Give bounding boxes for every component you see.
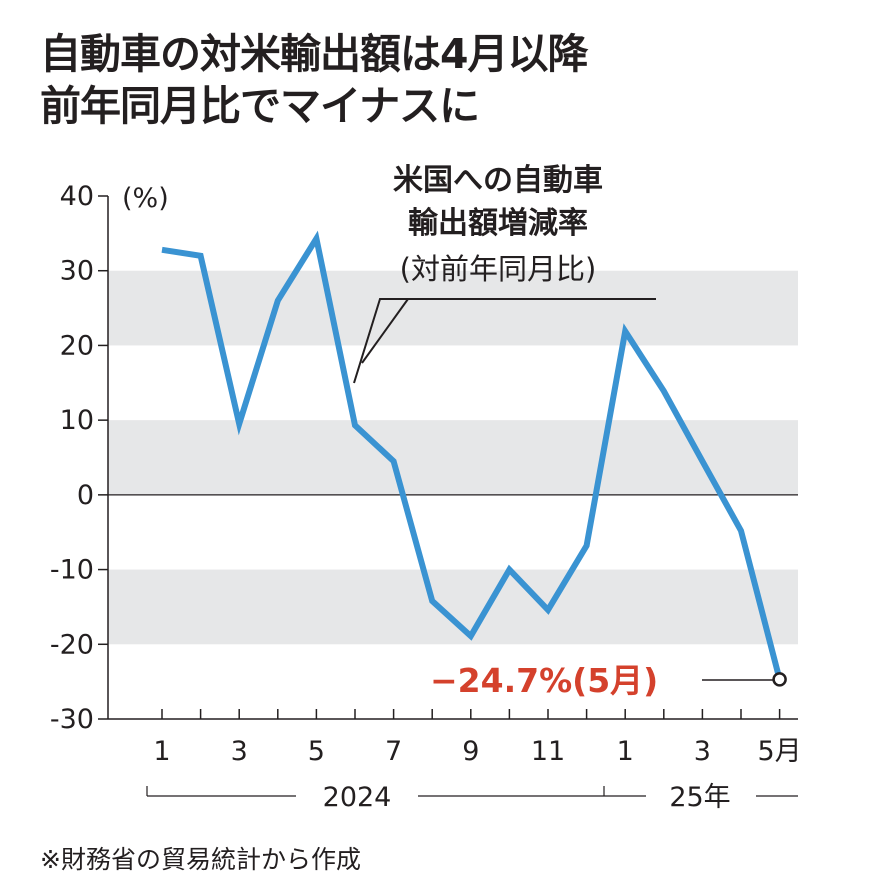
source-note: ※財務省の貿易統計から作成 [40, 845, 361, 874]
series-label-line-1: 米国への自動車 [393, 163, 603, 198]
last-value-callout: −24.7%(5月) [430, 661, 658, 700]
y-axis-ticks: 40 30 20 10 0 -10 -20 -30 (%) [50, 181, 169, 735]
series-label-leader-2 [361, 298, 409, 364]
x-tick-label: 5 [308, 736, 325, 767]
last-point-marker [772, 672, 787, 687]
y-tick-label: 30 [60, 256, 94, 287]
y-tick-label: 40 [60, 181, 94, 212]
x-tick-label: 1 [617, 736, 634, 767]
series-label-leader [353, 298, 656, 384]
year-labels: 2024 25年 [146, 782, 798, 813]
series-line [161, 230, 783, 681]
series-lines [161, 230, 787, 687]
year-label-2025: 25年 [669, 782, 730, 813]
y-tick-label: 20 [60, 330, 94, 361]
y-axis-unit: (%) [122, 183, 169, 214]
grid-band [108, 420, 798, 495]
y-tick-label: 10 [60, 405, 94, 436]
series-label-line-3: (対前年同月比) [400, 252, 597, 286]
x-tick-label: 9 [462, 736, 479, 767]
y-tick-label: 0 [77, 480, 94, 511]
series-label-line-2: 輸出額増減率 [408, 206, 588, 241]
x-tick-label: 3 [694, 736, 711, 767]
year-label-2024: 2024 [323, 782, 392, 813]
y-tick-label: -20 [50, 629, 94, 660]
x-tick-label: 5月 [758, 736, 802, 767]
grid-band [108, 270, 798, 346]
y-tick-label: -10 [50, 555, 94, 586]
x-tick-label: 7 [385, 736, 402, 767]
chart-title-line-2: 前年同月比でマイナスに [40, 82, 480, 130]
y-tick-label: -30 [50, 704, 94, 735]
x-tick-label: 11 [531, 736, 565, 767]
grid-bands [108, 270, 798, 645]
grid-band [108, 569, 798, 645]
x-tick-label: 1 [153, 736, 170, 767]
chart-title-line-1: 自動車の対米輸出額は4月以降 [40, 30, 589, 78]
x-tick-label: 3 [231, 736, 248, 767]
chart-title: 自動車の対米輸出額は4月以降 前年同月比でマイナスに [40, 28, 589, 132]
x-axis-ticks: 1 3 5 7 9 11 1 3 5月 [153, 709, 802, 767]
axes [107, 196, 798, 720]
